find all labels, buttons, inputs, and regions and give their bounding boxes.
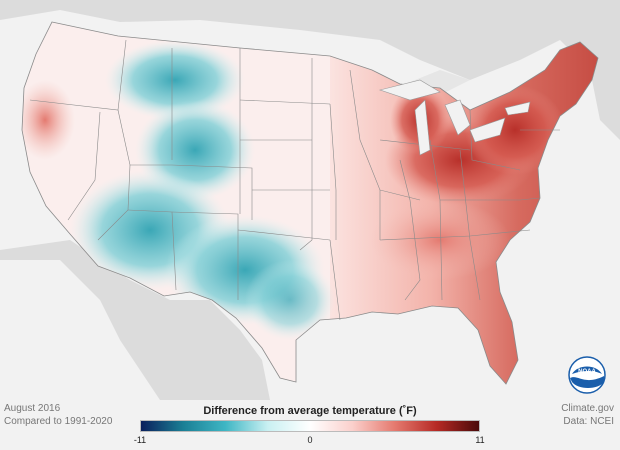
us-outline bbox=[21, 21, 599, 385]
legend-max-label: 11 bbox=[475, 435, 485, 445]
noaa-logo: NOAA bbox=[568, 356, 606, 394]
date-label: August 2016 bbox=[4, 403, 61, 414]
footer-left: August 2016 Compared to 1991-2020 bbox=[4, 402, 112, 428]
great-lakes bbox=[378, 79, 531, 156]
legend-min-label: -11 bbox=[133, 435, 147, 445]
state-borders bbox=[29, 39, 560, 321]
legend-title: Difference from average temperature (˚F) bbox=[203, 405, 417, 417]
data-source-label: Data: NCEI bbox=[563, 416, 614, 427]
legend-color-bar bbox=[140, 420, 480, 432]
temperature-anomaly-map bbox=[0, 0, 620, 400]
source-site-label: Climate.gov bbox=[561, 403, 614, 414]
water-bodies bbox=[0, 260, 500, 400]
baseline-label: Compared to 1991-2020 bbox=[4, 416, 113, 427]
footer-right: Climate.gov Data: NCEI bbox=[561, 402, 614, 428]
legend-mid-label: 0 bbox=[307, 435, 313, 445]
noaa-logo-text: NOAA bbox=[578, 369, 596, 375]
